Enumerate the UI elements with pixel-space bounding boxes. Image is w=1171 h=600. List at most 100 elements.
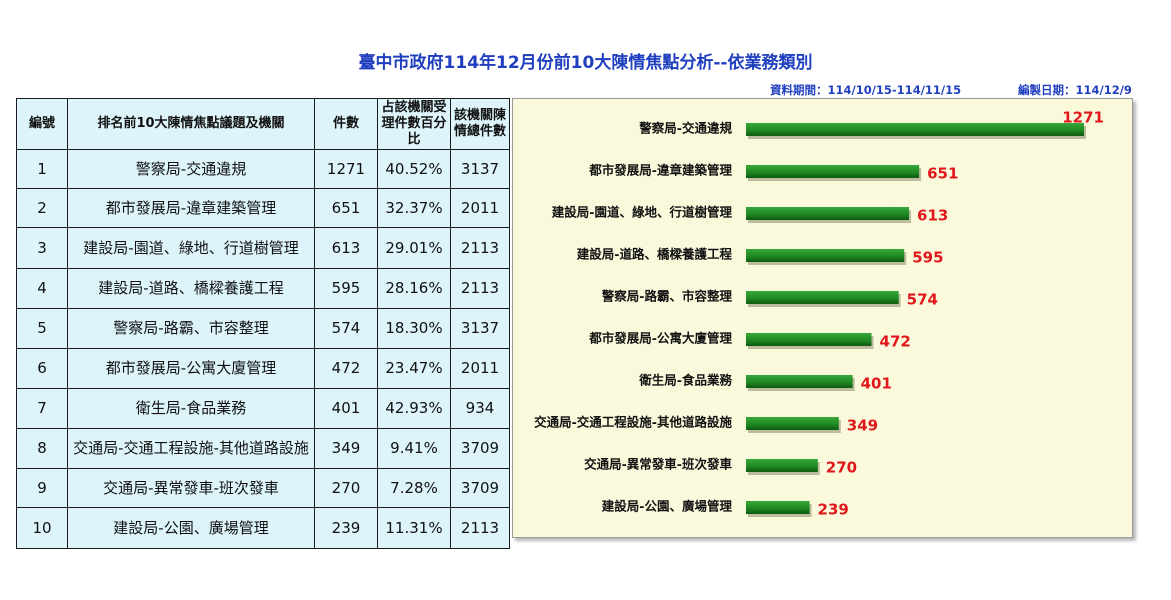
cell-pct: 32.37% [377, 188, 451, 228]
cell-topic: 建設局-道路、橋樑養護工程 [67, 268, 315, 309]
header-count: 件數 [314, 98, 378, 150]
bar-value-label: 401 [861, 375, 892, 393]
bar-label: 建設局-園道、綠地、行道樹管理 [552, 205, 733, 220]
cell-total: 934 [450, 388, 510, 429]
table-row: 10 建設局-公園、廣場管理 239 11.31% 2113 [16, 507, 510, 549]
cell-pct: 23.47% [377, 348, 451, 389]
bar-value-label: 574 [907, 291, 938, 309]
table-row: 9 交通局-異常發車-班次發車 270 7.28% 3709 [16, 468, 510, 508]
compile-date: 編製日期：114/12/9 [1018, 83, 1132, 97]
cell-topic: 警察局-交通違規 [67, 149, 315, 189]
cell-pct: 42.93% [377, 388, 451, 429]
bar-label: 衛生局-食品業務 [638, 373, 732, 388]
bar-value-label: 349 [847, 417, 878, 435]
bar [746, 417, 839, 430]
table-row: 3 建設局-園道、綠地、行道樹管理 613 29.01% 2113 [16, 227, 510, 269]
cell-no: 6 [16, 348, 68, 389]
bar-value-label: 239 [818, 501, 849, 519]
bar-chart-panel: 警察局-交通違規 1271 都市發展局-違章建築管理 651 建設局-園道、綠地、行道樹… [512, 98, 1133, 538]
bar-value-label: 651 [927, 165, 958, 183]
bar [746, 501, 810, 514]
cell-count: 595 [314, 268, 378, 309]
bar [746, 459, 818, 472]
bar-label: 都市發展局-公寓大廈管理 [588, 331, 732, 346]
cell-no: 4 [16, 268, 68, 309]
bar-value-label: 472 [880, 333, 911, 351]
header-topic: 排名前10大陳情焦點議題及機關 [67, 98, 315, 150]
bar-value-label: 595 [912, 249, 943, 267]
cell-total: 3137 [450, 308, 510, 349]
cell-count: 574 [314, 308, 378, 349]
bar [746, 207, 910, 220]
cell-pct: 9.41% [377, 428, 451, 469]
cell-pct: 11.31% [377, 507, 451, 549]
cell-total: 3137 [450, 149, 510, 189]
cell-no: 9 [16, 468, 68, 508]
header-total: 該機關陳情總件數 [450, 98, 510, 150]
cell-topic: 都市發展局-違章建築管理 [67, 188, 315, 228]
table-row: 5 警察局-路霸、市容整理 574 18.30% 3137 [16, 308, 510, 349]
cell-pct: 18.30% [377, 308, 451, 349]
cell-total: 3709 [450, 468, 510, 508]
cell-count: 613 [314, 227, 378, 269]
header-no: 編號 [16, 98, 68, 150]
table-header-row: 編號 排名前10大陳情焦點議題及機關 件數 占該機關受理件數百分比 該機關陳情總… [16, 98, 510, 150]
cell-no: 1 [16, 149, 68, 189]
cell-total: 3709 [450, 428, 510, 469]
cell-no: 2 [16, 188, 68, 228]
bar-value-label: 613 [917, 207, 948, 225]
cell-count: 1271 [314, 149, 378, 189]
bar-label: 警察局-路霸、市容整理 [601, 289, 733, 304]
bar-label: 都市發展局-違章建築管理 [588, 163, 732, 178]
cell-topic: 建設局-園道、綠地、行道樹管理 [67, 227, 315, 269]
bar [746, 123, 1084, 136]
data-period: 資料期間：114/10/15-114/11/15 [770, 83, 962, 97]
table-row: 8 交通局-交通工程設施-其他道路設施 349 9.41% 3709 [16, 428, 510, 469]
bar-chart: 警察局-交通違規 1271 都市發展局-違章建築管理 651 建設局-園道、綠地、行道樹… [534, 109, 1104, 519]
cell-total: 2011 [450, 348, 510, 389]
cell-count: 239 [314, 507, 378, 549]
bar-label: 交通局-異常發車-班次發車 [584, 457, 732, 472]
cell-count: 651 [314, 188, 378, 228]
cell-no: 5 [16, 308, 68, 349]
table-row: 4 建設局-道路、橋樑養護工程 595 28.16% 2113 [16, 268, 510, 309]
cell-count: 270 [314, 468, 378, 508]
bar-value-label: 1271 [1062, 109, 1104, 127]
bar-label: 建設局-道路、橋樑養護工程 [577, 247, 733, 262]
cell-topic: 建設局-公園、廣場管理 [67, 507, 315, 549]
bar [746, 249, 905, 262]
cell-total: 2011 [450, 188, 510, 228]
cell-total: 2113 [450, 268, 510, 309]
table-row: 1 警察局-交通違規 1271 40.52% 3137 [16, 149, 510, 189]
cell-no: 7 [16, 388, 68, 429]
bar-label: 警察局-交通違規 [638, 121, 732, 136]
table-row: 7 衛生局-食品業務 401 42.93% 934 [16, 388, 510, 429]
cell-pct: 7.28% [377, 468, 451, 508]
cell-no: 3 [16, 227, 68, 269]
page-title: 臺中市政府114年12月份前10大陳情焦點分析--依業務類別 [358, 53, 813, 73]
cell-topic: 都市發展局-公寓大廈管理 [67, 348, 315, 389]
cell-pct: 40.52% [377, 149, 451, 189]
bar [746, 333, 872, 346]
bar [746, 291, 899, 304]
cell-topic: 交通局-異常發車-班次發車 [67, 468, 315, 508]
bar-label: 交通局-交通工程設施-其他道路設施 [534, 415, 732, 430]
bar [746, 165, 920, 178]
table-row: 6 都市發展局-公寓大廈管理 472 23.47% 2011 [16, 348, 510, 389]
cell-topic: 交通局-交通工程設施-其他道路設施 [67, 428, 315, 469]
bar-label: 建設局-公園、廣場管理 [602, 499, 733, 514]
ranking-table: 編號 排名前10大陳情焦點議題及機關 件數 占該機關受理件數百分比 該機關陳情總… [16, 98, 510, 549]
bar [746, 375, 853, 388]
cell-count: 349 [314, 428, 378, 469]
cell-no: 10 [16, 507, 68, 549]
table-row: 2 都市發展局-違章建築管理 651 32.37% 2011 [16, 188, 510, 228]
header-pct: 占該機關受理件數百分比 [377, 98, 451, 150]
bar-value-label: 270 [826, 459, 857, 477]
cell-topic: 衛生局-食品業務 [67, 388, 315, 429]
cell-total: 2113 [450, 507, 510, 549]
cell-pct: 28.16% [377, 268, 451, 309]
cell-count: 401 [314, 388, 378, 429]
cell-no: 8 [16, 428, 68, 469]
cell-pct: 29.01% [377, 227, 451, 269]
cell-count: 472 [314, 348, 378, 389]
